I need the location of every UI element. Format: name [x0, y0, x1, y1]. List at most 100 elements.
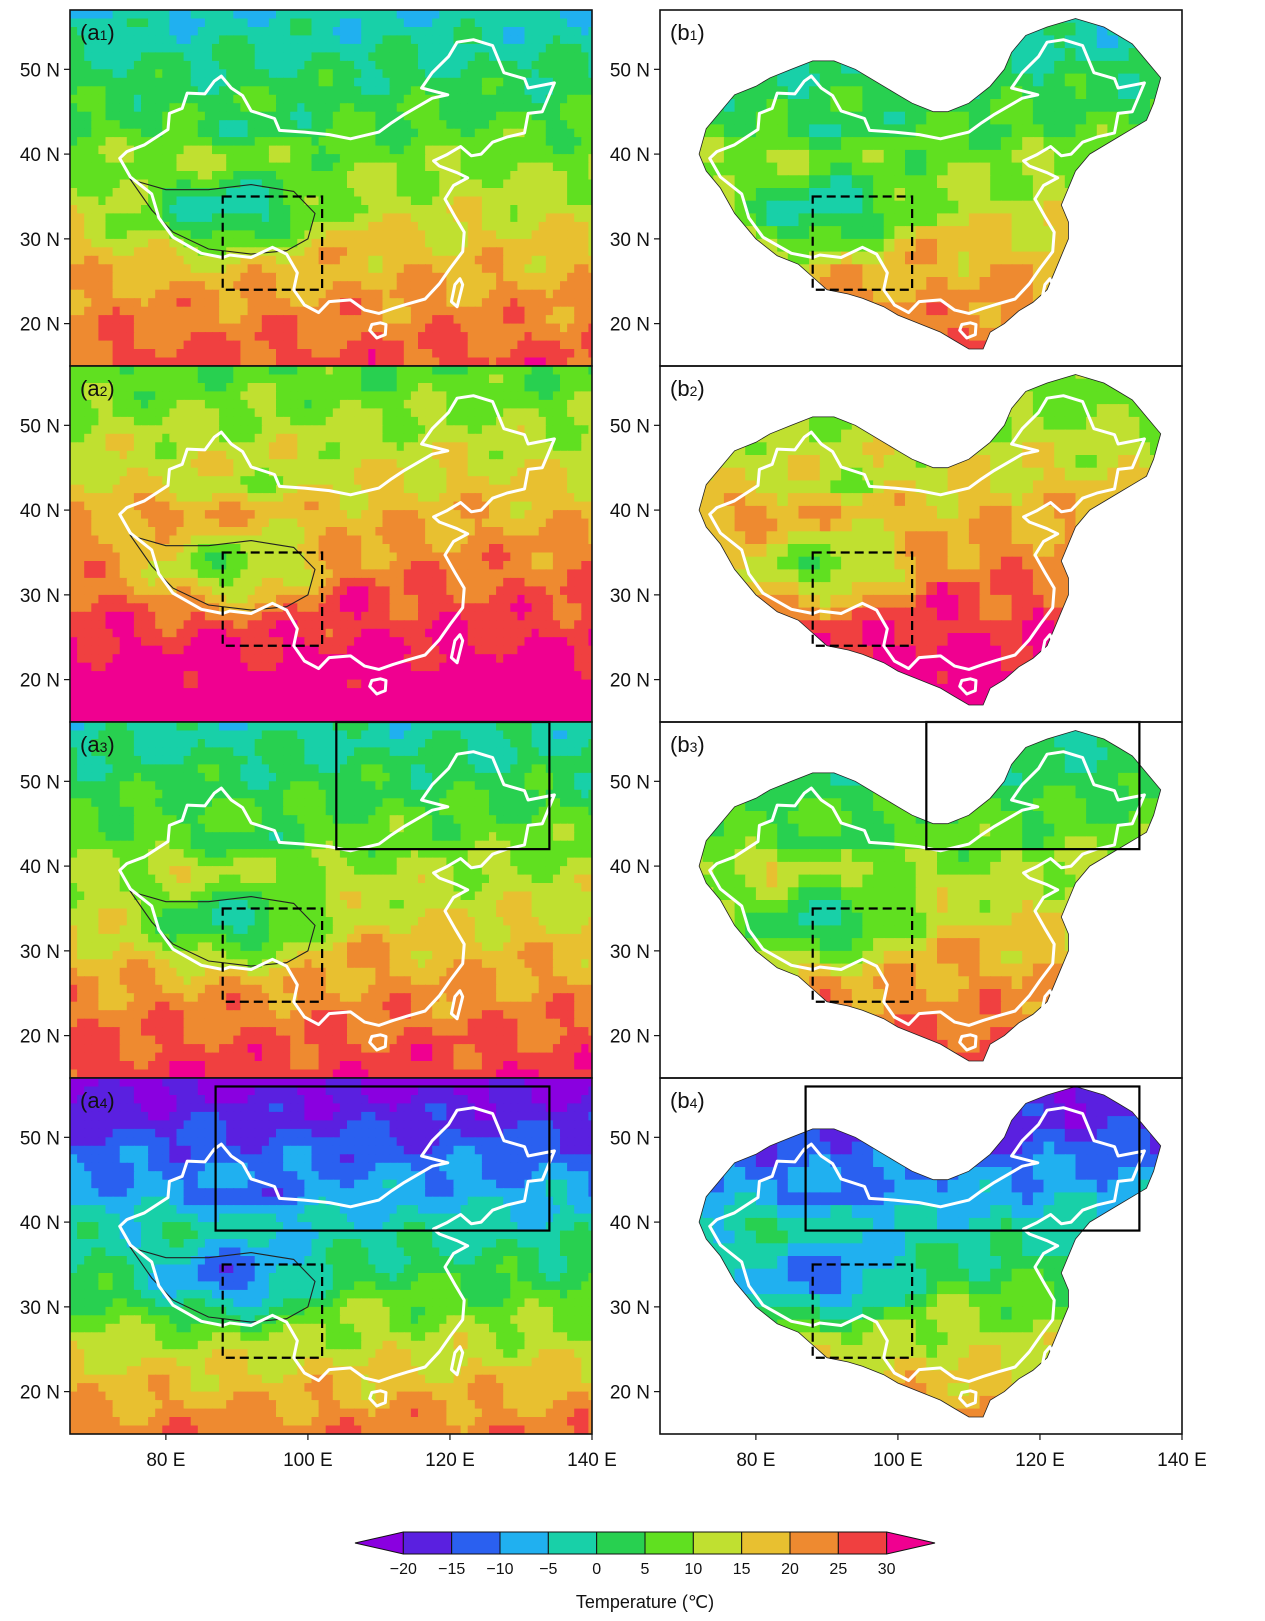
field-cell	[1161, 328, 1173, 342]
field-cell	[1182, 10, 1194, 24]
field-cell	[297, 162, 306, 172]
field-cell	[552, 357, 561, 366]
field-cell	[531, 289, 540, 300]
field-cell	[389, 10, 398, 20]
field-cell	[1118, 188, 1130, 202]
field-cell	[915, 149, 928, 164]
field-cell	[873, 48, 885, 62]
field-cell	[233, 306, 242, 317]
field-cell	[389, 128, 398, 139]
field-cell	[91, 289, 100, 300]
field-cell	[382, 103, 391, 113]
field-cell	[240, 366, 249, 376]
field-cell	[552, 94, 561, 105]
field-cell	[841, 277, 853, 291]
field-cell	[105, 27, 114, 37]
field-cell	[197, 103, 206, 113]
field-cell	[254, 145, 263, 155]
field-cell	[937, 48, 949, 62]
field-cell	[947, 149, 960, 164]
field-cell	[70, 128, 78, 139]
field-cell	[176, 383, 185, 393]
field-cell	[474, 221, 483, 232]
field-cell	[510, 103, 519, 113]
field-cell	[183, 357, 192, 366]
field-cell	[311, 103, 320, 113]
field-cell	[545, 10, 554, 20]
field-cell	[755, 264, 768, 278]
field-cell	[339, 52, 348, 62]
field-cell	[1171, 290, 1183, 304]
field-cell	[1000, 175, 1013, 189]
field-cell	[926, 175, 938, 189]
field-cell	[1139, 264, 1151, 278]
field-cell	[1096, 289, 1109, 304]
field-cell	[439, 77, 448, 88]
field-cell	[162, 18, 171, 28]
field-cell	[439, 27, 448, 37]
field-cell	[418, 154, 426, 164]
field-cell	[819, 175, 832, 189]
field-cell	[979, 35, 992, 49]
field-cell	[176, 332, 185, 342]
field-cell	[766, 251, 779, 266]
field-cell	[439, 247, 448, 257]
field-cell	[702, 226, 715, 240]
field-cell	[560, 77, 568, 88]
field-cell	[219, 357, 228, 366]
field-cell	[311, 383, 320, 393]
field-cell	[545, 289, 554, 300]
field-cell	[226, 171, 235, 181]
field-cell	[958, 162, 970, 177]
field-cell	[915, 315, 928, 329]
field-cell	[1150, 315, 1161, 329]
field-cell	[510, 213, 519, 223]
field-cell	[283, 154, 292, 164]
field-cell	[339, 264, 348, 274]
field-cell	[1161, 226, 1173, 240]
field-cell	[233, 391, 242, 401]
field-cell	[474, 179, 483, 189]
field-cell	[432, 43, 441, 54]
field-cell	[545, 357, 554, 366]
field-cell	[489, 281, 497, 291]
field-cell	[510, 315, 519, 325]
field-cell	[851, 35, 864, 49]
field-cell	[496, 213, 505, 223]
field-cell	[91, 349, 100, 359]
field-cell	[304, 281, 313, 291]
field-cell	[368, 18, 377, 28]
field-cell	[503, 162, 512, 172]
field-cell	[699, 213, 704, 227]
field-cell	[460, 137, 469, 147]
field-cell	[990, 366, 1002, 380]
field-cell	[819, 86, 832, 100]
field-cell	[1139, 353, 1151, 367]
field-cell	[915, 35, 928, 49]
field-cell	[1182, 74, 1194, 88]
field-cell	[517, 315, 526, 325]
field-cell	[368, 383, 377, 393]
field-cell	[354, 94, 363, 105]
field-cell	[958, 48, 970, 62]
field-cell	[183, 86, 192, 96]
field-cell	[947, 35, 960, 49]
field-cell	[219, 349, 228, 359]
field-cell	[819, 251, 832, 266]
field-cell	[375, 77, 384, 88]
field-cell	[119, 52, 128, 62]
field-cell	[1064, 226, 1077, 240]
panel-paren: )	[697, 20, 704, 45]
field-cell	[766, 162, 779, 177]
field-cell	[183, 366, 192, 376]
field-cell	[254, 69, 263, 79]
field-cell	[332, 188, 341, 198]
field-cell	[460, 340, 469, 350]
field-cell	[496, 272, 505, 283]
field-cell	[755, 289, 768, 304]
panel-a1: (a1)	[69, 9, 593, 367]
field-cell	[453, 27, 462, 37]
field-cell	[325, 205, 334, 215]
field-cell	[474, 43, 483, 54]
field-cell	[560, 323, 568, 333]
